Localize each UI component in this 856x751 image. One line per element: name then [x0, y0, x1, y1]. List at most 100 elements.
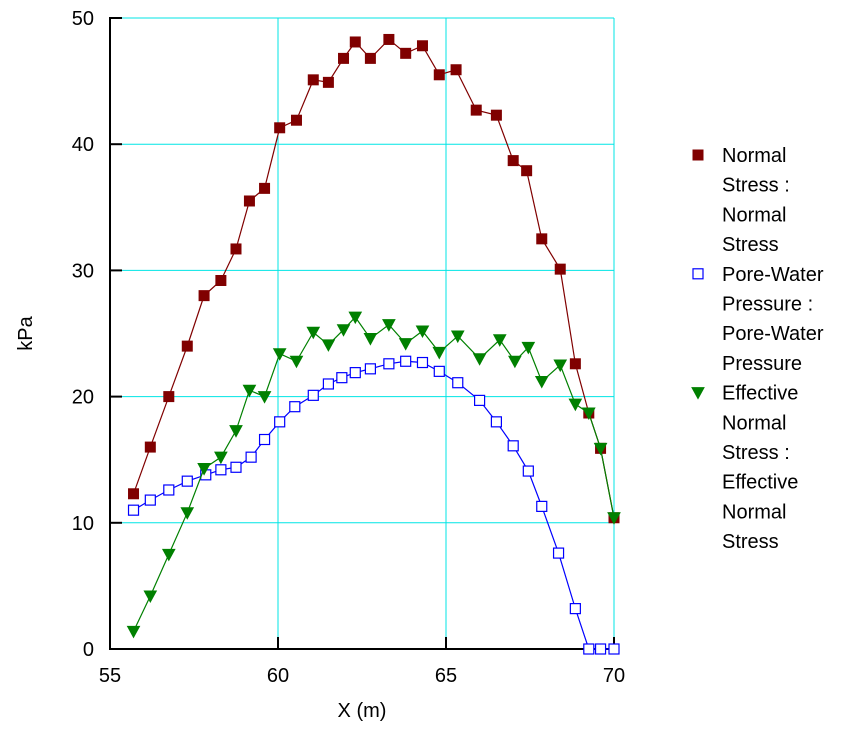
data-point: [569, 358, 581, 370]
data-point: [245, 451, 257, 463]
data-point: [215, 274, 227, 286]
data-point: [608, 643, 620, 655]
data-point: [349, 36, 361, 48]
data-point: [230, 243, 242, 255]
series-3: [126, 311, 621, 639]
data-point: [490, 109, 502, 121]
legend: Normal Stress : Normal Stress Pore-Water Pres…: [691, 145, 824, 553]
data-point: [450, 330, 465, 344]
legend-marker: [692, 268, 704, 280]
y-axis-title: kPa: [15, 315, 37, 350]
y-tick-label: 0: [83, 639, 94, 661]
data-point: [197, 463, 211, 476]
legend-label: Pore-Water: [722, 323, 824, 345]
data-point: [364, 363, 376, 375]
data-point: [258, 433, 271, 446]
data-point: [307, 74, 319, 86]
data-point: [163, 391, 175, 403]
axes: 0 10 20 30 40 50 55 60 65 70: [72, 8, 625, 687]
data-point: [127, 504, 140, 516]
legend-marker: [692, 149, 704, 161]
data-point: [163, 484, 175, 496]
data-point: [321, 339, 336, 352]
data-point: [272, 348, 287, 361]
data-point: [144, 494, 156, 506]
y-tick-label: 20: [72, 387, 94, 409]
data-point: [416, 40, 428, 52]
data-point: [259, 182, 271, 194]
data-point: [306, 326, 321, 340]
data-point: [583, 643, 595, 655]
data-point: [230, 461, 242, 473]
data-point: [363, 333, 378, 346]
series-layer: [126, 33, 621, 655]
data-point: [522, 465, 534, 477]
data-point: [181, 340, 193, 352]
data-point: [553, 359, 568, 373]
data-point: [198, 290, 210, 302]
data-point: [289, 355, 304, 369]
data-point: [594, 643, 607, 655]
data-point: [336, 372, 348, 384]
data-point: [274, 122, 286, 134]
x-axis-title: X (m): [338, 700, 387, 722]
data-point: [521, 165, 533, 177]
data-point: [336, 324, 351, 337]
data-point: [552, 547, 565, 559]
data-point: [214, 451, 228, 465]
legend-label: Stress :: [722, 442, 790, 464]
data-point: [181, 475, 193, 487]
legend-item-3: Effective Normal Stress : Effective Normal St…: [691, 383, 798, 553]
legend-label: Pressure: [722, 353, 802, 375]
data-point: [274, 416, 286, 428]
legend-item-2: Pore-Water Pressure : Pore-Water Pressure: [692, 264, 824, 375]
y-tick-label: 40: [72, 134, 94, 156]
data-point: [289, 401, 301, 413]
data-point: [383, 358, 395, 370]
data-point: [492, 334, 507, 347]
data-point: [307, 389, 319, 401]
data-point: [452, 377, 464, 389]
data-point: [534, 375, 549, 389]
data-point: [322, 76, 334, 88]
data-point: [180, 507, 195, 520]
data-point: [349, 367, 361, 379]
series-2: [127, 355, 620, 655]
grid: [109, 17, 615, 650]
data-point: [126, 625, 141, 639]
x-tick-label: 70: [603, 665, 625, 687]
data-point: [450, 64, 462, 76]
y-tick-label: 50: [72, 8, 94, 30]
legend-marker: [691, 387, 705, 400]
data-point: [568, 398, 583, 412]
data-point: [398, 338, 413, 351]
data-point: [536, 233, 548, 245]
legend-item-1: Normal Stress : Normal Stress: [692, 145, 790, 256]
data-point: [433, 365, 445, 377]
legend-label: Stress: [722, 234, 779, 256]
legend-label: Effective: [722, 472, 798, 494]
data-point: [364, 52, 376, 64]
data-point: [536, 500, 548, 512]
legend-label: Pore-Water: [722, 264, 824, 286]
data-point: [338, 52, 350, 64]
legend-label: Normal: [722, 412, 786, 434]
data-point: [242, 384, 257, 398]
data-point: [507, 440, 519, 452]
data-point: [433, 69, 445, 81]
data-point: [607, 512, 621, 525]
data-point: [128, 488, 140, 500]
y-tick-label: 10: [72, 513, 94, 535]
data-point: [144, 441, 156, 453]
data-point: [569, 603, 581, 615]
legend-label: Normal: [722, 204, 786, 226]
series-1-line: [132, 38, 615, 518]
data-point: [472, 353, 487, 366]
legend-label: Stress :: [722, 175, 790, 197]
data-point: [400, 47, 412, 59]
data-point: [416, 356, 429, 369]
legend-label: Stress: [722, 531, 779, 553]
legend-label: Normal: [722, 501, 786, 523]
data-point: [554, 263, 566, 275]
